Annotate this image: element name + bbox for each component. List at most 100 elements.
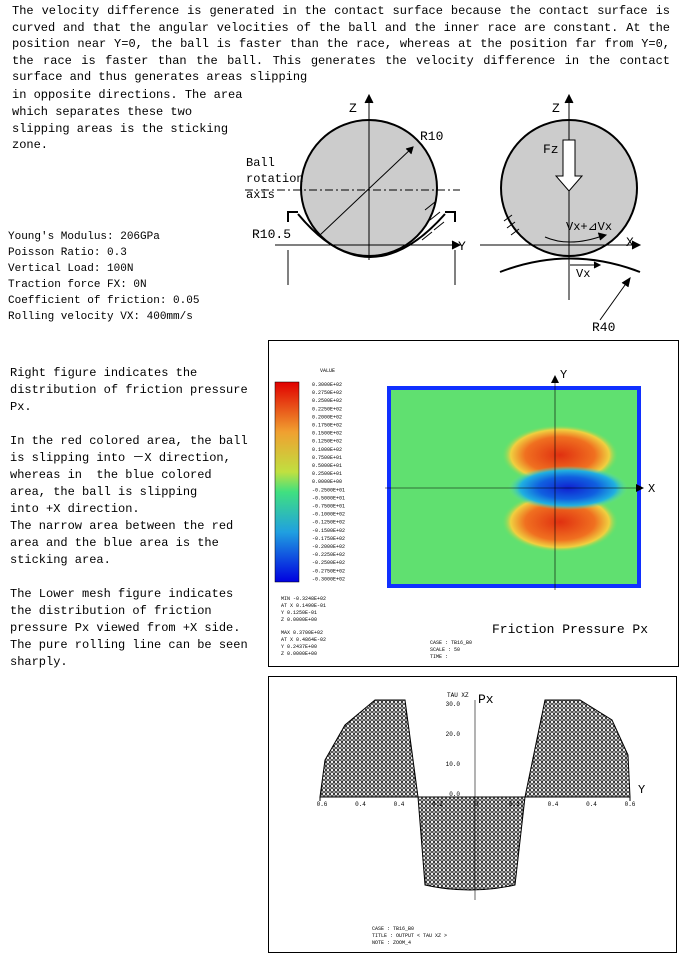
explanation-line: distribution of friction pressure <box>10 383 248 397</box>
condition: Young's Modulus: 206GPa <box>8 231 160 243</box>
label: axis <box>246 188 275 202</box>
explanation-line: The pure rolling line can be seen <box>10 638 248 652</box>
mesh-frame <box>268 676 677 953</box>
stat: MAX 0.3700E+02 <box>281 630 323 636</box>
axis-label: X <box>648 482 655 496</box>
legend-label: 0.2750E+02 <box>312 390 342 396</box>
axis-label: Y <box>458 239 466 254</box>
diagram-left <box>245 93 462 285</box>
axis-label: X <box>626 235 634 250</box>
x-tick-label: 0.2 <box>432 801 443 808</box>
explanation-line: In the red colored area, the ball <box>10 434 248 448</box>
intro-line: slipping areas is the sticking <box>12 121 229 136</box>
y-tick-label: 20.0 <box>446 731 461 738</box>
legend-label: -0.5000E+01 <box>312 495 345 501</box>
legend-label: 0.3000E+02 <box>312 382 342 388</box>
label: Vx <box>576 267 590 281</box>
axis-label: Px <box>478 692 494 707</box>
legend-label: 0.1750E+02 <box>312 423 342 429</box>
intro-line: curved and that the angular velocities o… <box>12 20 670 35</box>
explanation-line: into +X direction. <box>10 502 140 516</box>
axis-label: Z <box>552 101 560 116</box>
x-tick-label: 0.4 <box>586 801 597 808</box>
x-tick-label: 0.4 <box>355 801 366 808</box>
legend-label: -0.2500E+02 <box>312 560 345 566</box>
explanation-line: sharply. <box>10 655 68 669</box>
explanation-line: the distribution of friction <box>10 604 212 618</box>
stat: AT X 0.4864E-02 <box>281 637 326 643</box>
y-tick-label: 10.0 <box>446 761 461 768</box>
label: Ball <box>246 156 275 170</box>
intro-line: in opposite directions. The area <box>12 88 243 102</box>
y-tick-label: 0.0 <box>449 791 460 798</box>
explanation-line: The Lower mesh figure indicates <box>10 587 234 601</box>
legend-label: 0.0000E+00 <box>312 479 342 485</box>
x-tick-label: 0.4 <box>394 801 405 808</box>
x-tick-label: 0.2 <box>509 801 520 808</box>
intro-line: zone. <box>12 138 49 153</box>
label: R10 <box>420 129 443 144</box>
intro-line: The velocity difference is generated in … <box>12 4 670 18</box>
legend-label: 0.1000E+02 <box>312 447 342 453</box>
x-tick-label: 0.6 <box>625 801 636 808</box>
explanation-line: pressure Px viewed from +X side. <box>10 621 241 635</box>
stat: NOTE : ZOOM_4 <box>372 940 411 946</box>
stat: Z 0.0000E+00 <box>281 617 317 623</box>
label: Fz <box>543 142 559 157</box>
axis-title: TAU XZ <box>447 692 469 699</box>
legend-title: VALUE <box>320 368 335 374</box>
explanation-line: whereas in the blue colored <box>10 468 212 482</box>
explanation-line: area and the blue area is the <box>10 536 219 550</box>
intro-line: which separates these two <box>12 104 193 119</box>
explanation-line: is slipping into －X direction, <box>10 451 231 465</box>
condition: Traction force FX: 0N <box>8 279 147 291</box>
condition: Poisson Ratio: 0.3 <box>8 247 127 259</box>
stat: Y 0.2437E+00 <box>281 644 317 650</box>
legend-label: -0.2250E+02 <box>312 552 345 558</box>
stat: MIN -0.3248E+02 <box>281 596 326 602</box>
intro-line: surface and thus generates areas slippin… <box>12 70 308 85</box>
condition: Vertical Load: 100N <box>8 263 134 275</box>
legend-label: -0.1000E+02 <box>312 512 345 518</box>
explanation-line: The narrow area between the red <box>10 519 234 533</box>
label: rotation <box>246 172 304 186</box>
stat: CASE : TB16_B0 <box>372 926 414 932</box>
caption: Friction Pressure Px <box>492 622 648 637</box>
legend-label: 0.2500E+02 <box>312 398 342 404</box>
stat: SCALE : 50 <box>430 647 460 653</box>
legend-label: 0.2250E+02 <box>312 406 342 412</box>
label: R10.5 <box>252 227 291 242</box>
legend-label: -0.2000E+02 <box>312 544 345 550</box>
contour-plot <box>274 375 644 590</box>
legend-label: 0.2000E+02 <box>312 414 342 420</box>
legend-label: -0.2750E+02 <box>312 568 345 574</box>
explanation-line: area, the ball is slipping <box>10 485 198 499</box>
legend-label: 0.7500E+01 <box>312 455 342 461</box>
mesh-plot <box>319 699 631 900</box>
legend-label: 0.5000E+01 <box>312 463 342 469</box>
explanation-line: Px. <box>10 400 32 414</box>
stat: Y 0.1250E-01 <box>281 610 317 616</box>
legend-label: 0.1500E+02 <box>312 431 342 437</box>
legend-label: -0.3000E+02 <box>312 576 345 582</box>
axis-label: Y <box>638 783 645 797</box>
y-tick-label: 30.0 <box>446 701 461 708</box>
axis-label: Y <box>560 368 567 382</box>
stat: AT X 0.1490E-01 <box>281 603 326 609</box>
stat: CASE : TB16_B0 <box>430 640 472 646</box>
legend-label: -0.1500E+02 <box>312 528 345 534</box>
stat: Z 0.0000E+00 <box>281 651 317 657</box>
explanation-line: sticking area. <box>10 553 111 567</box>
x-tick-label: 0.6 <box>317 801 328 808</box>
label: R40 <box>592 320 615 335</box>
stat: TIME : <box>430 654 448 660</box>
legend-label: 0.2500E+01 <box>312 471 342 477</box>
legend-label: -0.7500E+01 <box>312 504 345 510</box>
diagram-right <box>480 93 642 321</box>
condition: Coefficient of friction: 0.05 <box>8 295 200 307</box>
stat: TITLE : OUTPUT < TAU XZ > <box>372 933 447 939</box>
legend-label: 0.1250E+02 <box>312 439 342 445</box>
intro-line: position near Y=0, the ball is faster th… <box>12 37 670 52</box>
